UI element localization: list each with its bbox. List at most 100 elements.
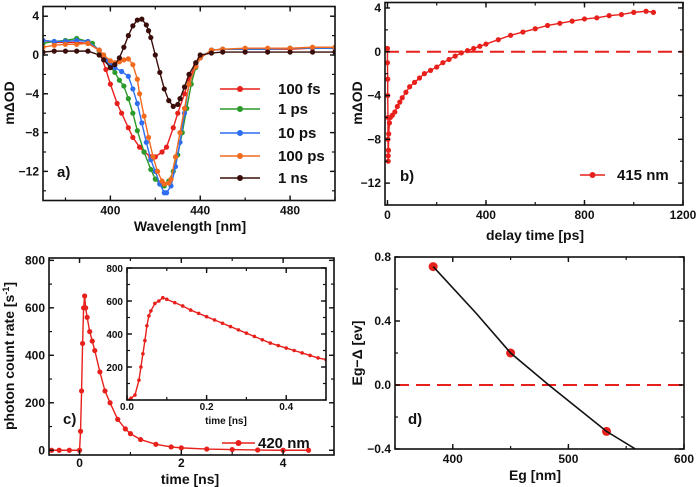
data-point bbox=[193, 60, 199, 66]
panel-label: b) bbox=[400, 168, 414, 185]
legend-label: 10 ps bbox=[278, 125, 316, 142]
y-tick-label: −8 bbox=[367, 132, 381, 146]
y-tick-label: 0.0 bbox=[374, 378, 391, 392]
data-point bbox=[115, 416, 121, 422]
y-tick-label: 4 bbox=[32, 9, 39, 23]
data-point bbox=[141, 113, 147, 119]
panel-3: 400 500 600 −0.4 0.0 0.4 0.8 Eg [nm] Eg−Δ [ev] d) bbox=[349, 250, 694, 483]
data-point bbox=[411, 79, 418, 86]
data-point bbox=[212, 318, 217, 322]
legend-marker bbox=[589, 172, 596, 178]
y-axis-title-end: ] bbox=[1, 282, 17, 287]
data-point bbox=[385, 147, 392, 153]
y-tick-label: 400 bbox=[25, 348, 45, 362]
data-point bbox=[83, 305, 89, 311]
x-tick-label: 800 bbox=[574, 208, 594, 222]
y-tick-label: 200 bbox=[106, 363, 123, 374]
y-tick-label: −12 bbox=[19, 164, 40, 178]
panel-2: 0 2 4 0 200 400 600 800 time [ns] photon count ra… bbox=[1, 253, 335, 487]
data-point bbox=[163, 144, 170, 150]
data-point bbox=[129, 396, 133, 400]
y-tick-label: 0.4 bbox=[374, 314, 391, 328]
data-point bbox=[139, 16, 145, 22]
data-point bbox=[385, 158, 391, 164]
data-point bbox=[116, 55, 122, 61]
data-point bbox=[121, 57, 127, 63]
data-point bbox=[107, 400, 113, 406]
data-point bbox=[204, 446, 210, 452]
x-tick-label: 4 bbox=[280, 456, 287, 470]
data-point bbox=[148, 166, 154, 173]
data-point bbox=[133, 393, 137, 397]
data-point bbox=[260, 337, 265, 342]
data-point bbox=[407, 84, 413, 90]
series-1 bbox=[432, 266, 636, 449]
data-point bbox=[163, 190, 170, 196]
axes-frame bbox=[42, 5, 336, 202]
data-point bbox=[125, 125, 131, 131]
series-1-ns bbox=[43, 16, 335, 110]
data-point bbox=[242, 49, 248, 55]
data-point bbox=[161, 295, 165, 300]
x-tick-label: 480 bbox=[280, 204, 300, 218]
data-point bbox=[244, 331, 249, 335]
data-point bbox=[130, 62, 136, 68]
data-point bbox=[265, 49, 271, 55]
data-point bbox=[125, 73, 131, 79]
data-point bbox=[87, 328, 93, 335]
data-point bbox=[385, 60, 391, 66]
y-axis-title: Eg−Δ [ev] bbox=[349, 321, 365, 386]
data-point bbox=[397, 99, 403, 105]
data-point bbox=[631, 9, 637, 15]
plot-area bbox=[395, 262, 684, 449]
data-point bbox=[51, 38, 57, 45]
data-point bbox=[204, 314, 209, 319]
data-point bbox=[74, 37, 80, 44]
data-point bbox=[177, 130, 183, 136]
legend-label: 100 fs bbox=[278, 81, 321, 98]
data-point bbox=[178, 445, 184, 451]
data-point bbox=[143, 22, 149, 28]
axes-frame bbox=[48, 257, 335, 456]
data-point bbox=[166, 180, 172, 186]
data-point bbox=[385, 45, 391, 52]
y-axis-title-superscript: -1 bbox=[1, 287, 11, 295]
data-point bbox=[471, 45, 477, 52]
data-point bbox=[137, 378, 141, 383]
x-tick-label: 0.2 bbox=[200, 402, 214, 413]
data-point bbox=[287, 45, 293, 51]
data-point bbox=[186, 81, 192, 87]
inset-x-axis-title: time [ns] bbox=[205, 416, 247, 427]
data-point bbox=[181, 105, 188, 111]
data-point bbox=[97, 369, 103, 375]
data-point bbox=[165, 297, 169, 302]
data-point bbox=[51, 48, 57, 54]
data-point bbox=[116, 77, 122, 83]
data-point bbox=[186, 71, 192, 77]
data-point bbox=[569, 18, 575, 24]
data-point bbox=[143, 139, 149, 145]
data-point bbox=[394, 103, 400, 110]
data-point bbox=[385, 153, 391, 159]
data-point bbox=[150, 154, 156, 160]
y-tick-label: 4 bbox=[374, 1, 381, 15]
data-point bbox=[134, 17, 140, 23]
data-point bbox=[168, 444, 174, 450]
data-point bbox=[134, 76, 140, 82]
y-tick-label: 600 bbox=[106, 297, 123, 308]
data-point bbox=[84, 314, 90, 320]
legend-label: 100 ps bbox=[278, 148, 325, 165]
data-point bbox=[157, 299, 161, 303]
data-point bbox=[316, 356, 320, 360]
data-point bbox=[138, 436, 144, 443]
series-415-nm bbox=[385, 8, 657, 164]
data-point bbox=[125, 33, 131, 39]
data-point bbox=[650, 9, 657, 15]
data-point bbox=[139, 120, 145, 126]
data-point bbox=[154, 168, 161, 174]
legend-b: 415 nm bbox=[580, 167, 669, 184]
data-point bbox=[427, 67, 434, 73]
panel-label: a) bbox=[57, 164, 70, 181]
data-point bbox=[228, 324, 233, 329]
